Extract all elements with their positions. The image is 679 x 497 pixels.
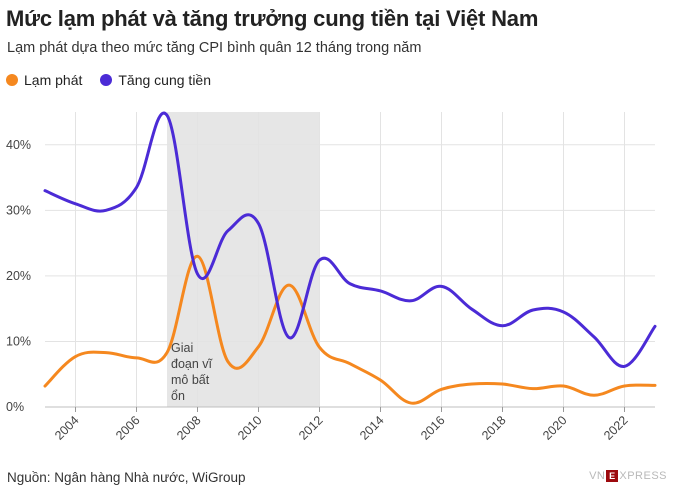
y-tick-label: 30% xyxy=(6,203,31,217)
x-tick-label: 2010 xyxy=(235,413,265,443)
legend-label-inflation: Lạm phát xyxy=(24,72,83,88)
x-tick-label: 2022 xyxy=(601,413,631,443)
legend-label-money-supply: Tăng cung tiền xyxy=(118,72,211,88)
y-tick-label: 20% xyxy=(6,269,31,283)
chart-subtitle: Lạm phát dựa theo mức tăng CPI bình quân… xyxy=(7,40,422,56)
series-line-inflation xyxy=(43,254,657,405)
y-tick-label: 10% xyxy=(6,334,31,348)
x-tick-label: 2006 xyxy=(113,413,143,443)
brand-logo-left: VN xyxy=(589,470,606,482)
x-tick-label: 2020 xyxy=(540,413,570,443)
legend-swatch-money-supply xyxy=(100,74,113,86)
x-tick-label: 2004 xyxy=(52,413,82,443)
series-line-money-supply xyxy=(43,111,657,368)
x-tick-label: 2016 xyxy=(418,413,448,443)
x-tick-label: 2012 xyxy=(296,413,326,443)
shaded-region-label: Giai đoạn vĩ mô bất ổn xyxy=(171,341,213,403)
legend: Lạm phát Tăng cung tiền xyxy=(6,72,229,88)
x-tick-label: 2018 xyxy=(479,413,509,443)
line-chart: 0% 10% 20% 30% 40% 2004 2006 2008 2010 2012 2014 20… xyxy=(6,111,657,443)
brand-logo-mark: E xyxy=(606,470,619,482)
brand-logo: VN E XPRESS xyxy=(589,470,667,482)
y-tick-label: 0% xyxy=(6,400,24,414)
x-tick-label: 2014 xyxy=(357,413,387,443)
x-tick-label: 2008 xyxy=(174,413,204,443)
y-tick-label: 40% xyxy=(6,138,31,152)
brand-logo-right: XPRESS xyxy=(619,470,667,482)
legend-item-money-supply: Tăng cung tiền xyxy=(100,72,211,88)
source-note: Nguồn: Ngân hàng Nhà nước, WiGroup xyxy=(7,470,246,485)
legend-item-inflation: Lạm phát xyxy=(6,72,82,88)
legend-swatch-inflation xyxy=(6,74,18,86)
chart-title: Mức lạm phát và tăng trưởng cung tiền tạ… xyxy=(6,6,539,31)
